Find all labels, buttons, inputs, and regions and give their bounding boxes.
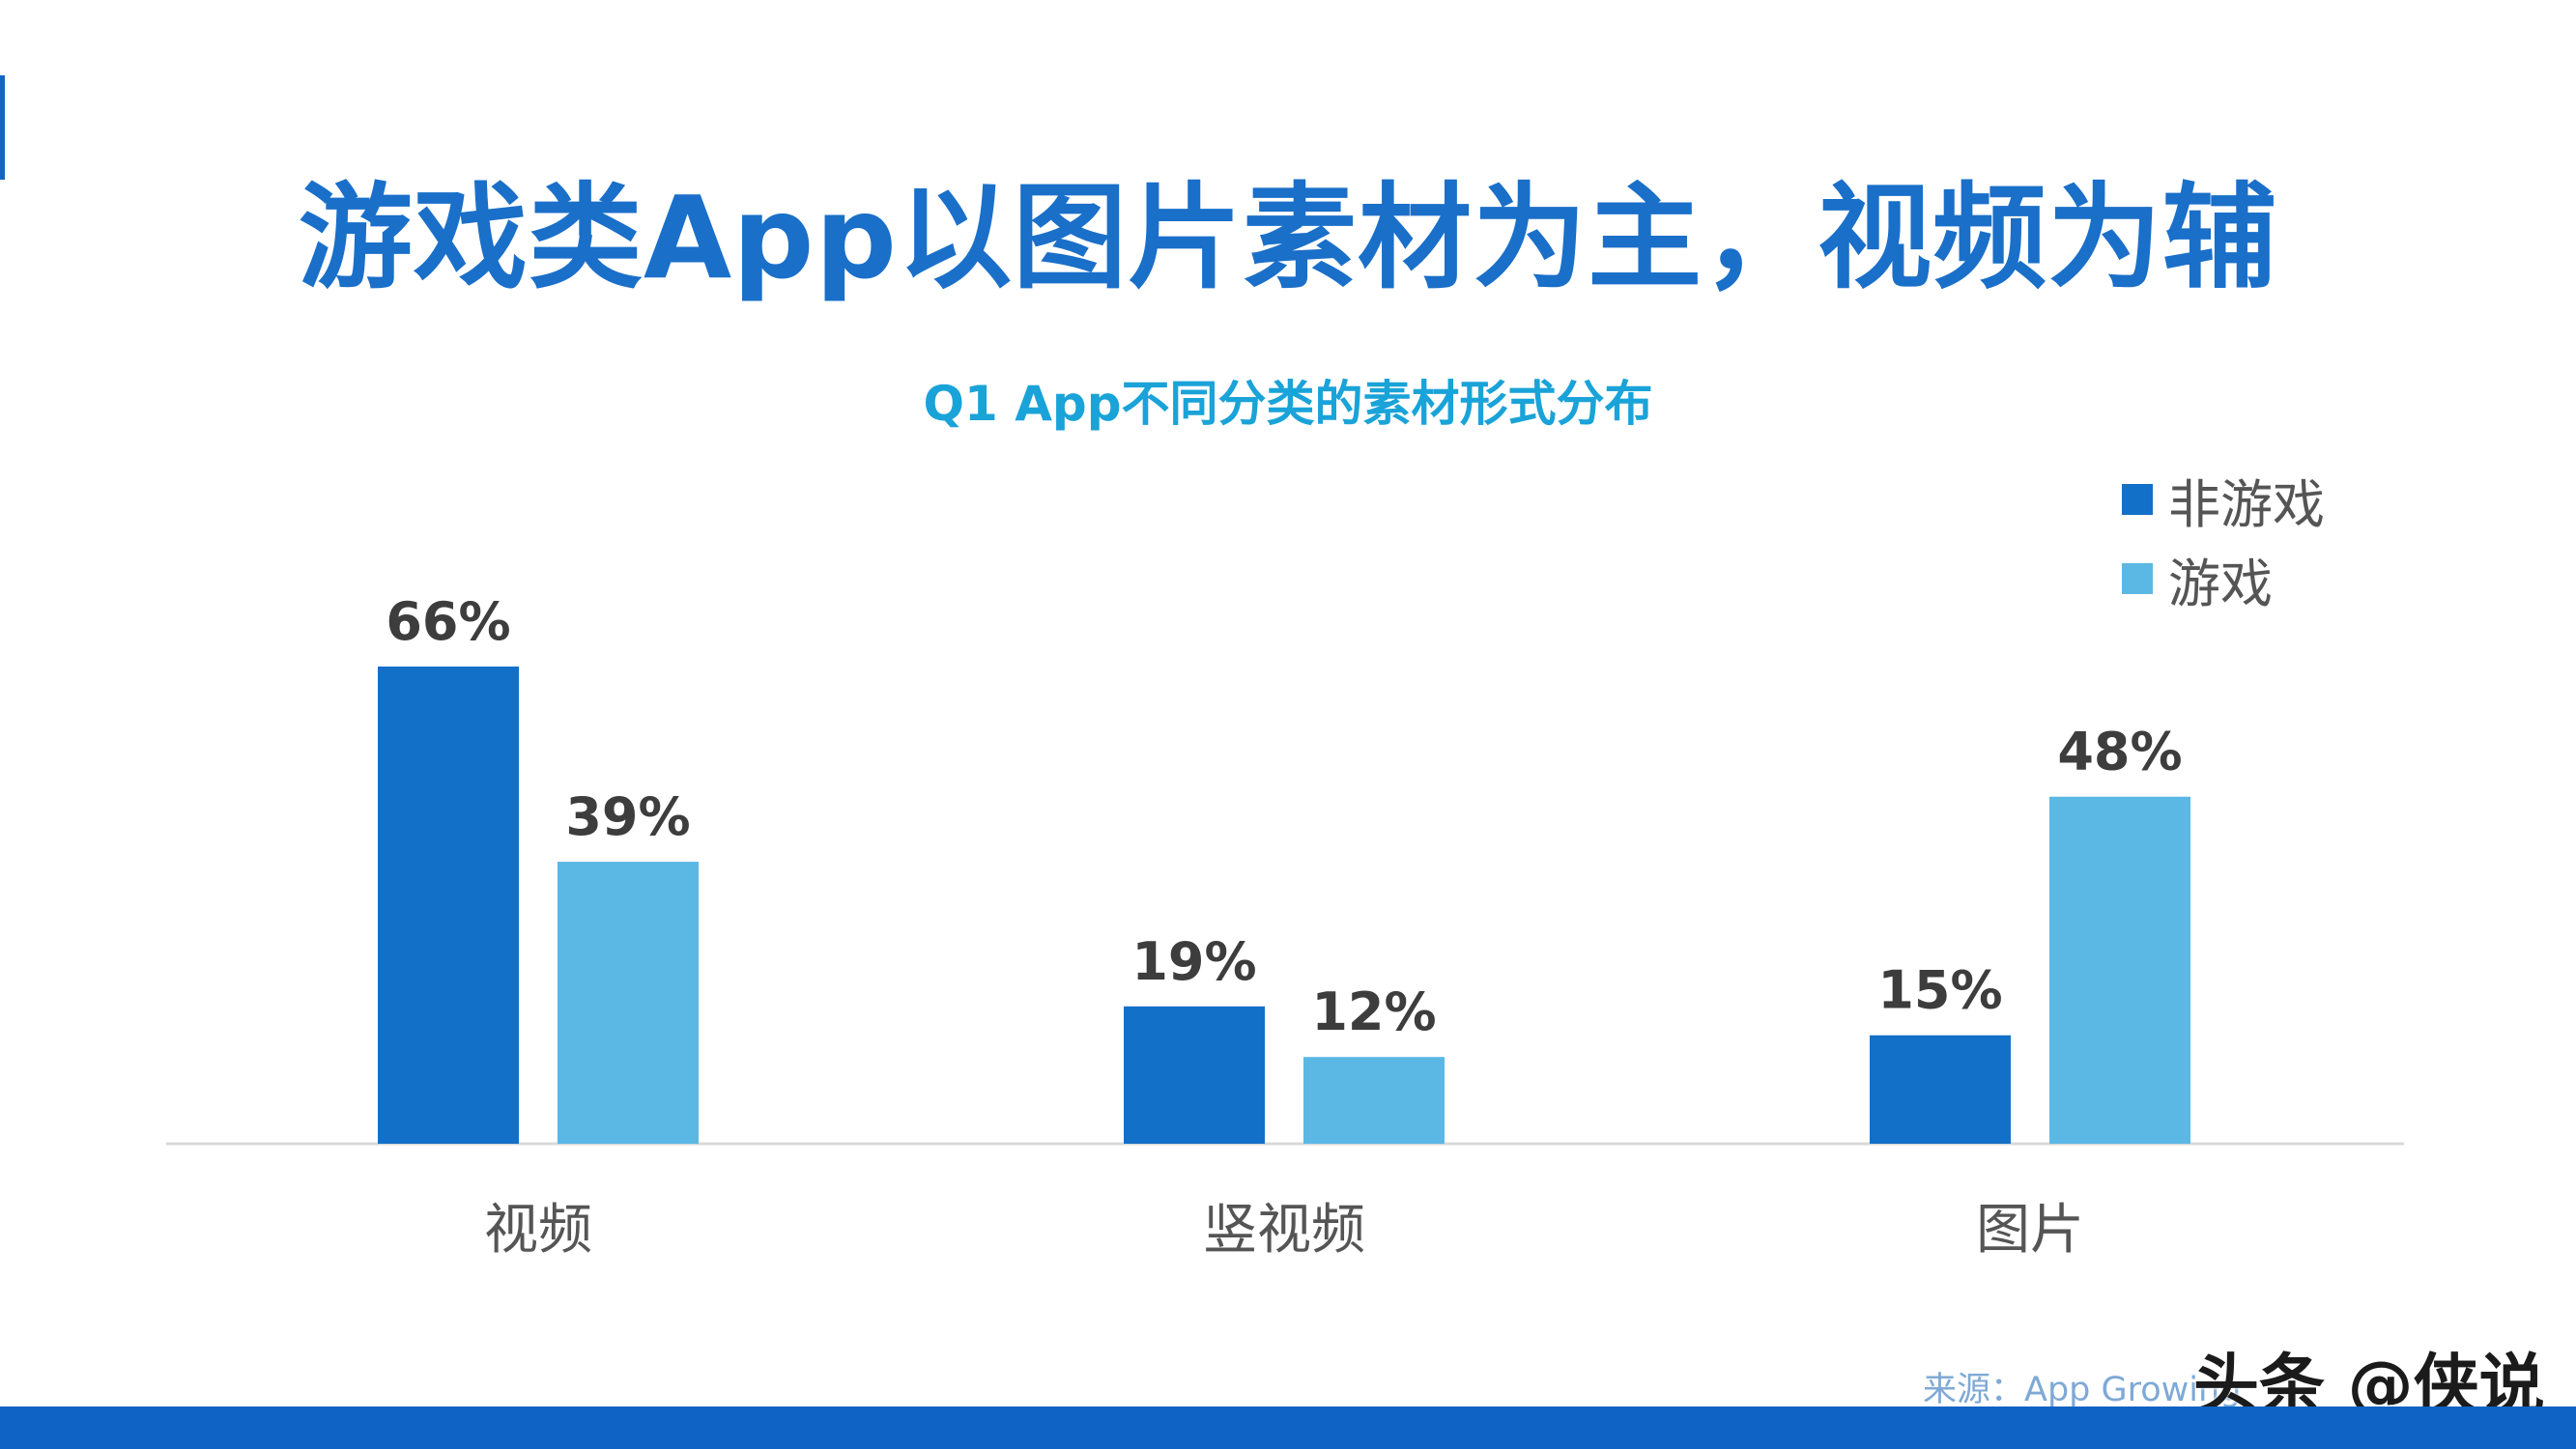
- source-note: 来源：App Growing: [1923, 1371, 2242, 1409]
- bar-non-game-1: [378, 667, 519, 1144]
- legend-label-game: 游戏: [2168, 553, 2273, 614]
- bars-group: 66% 39% 视频 19% 12% 竖视频 15% 48% 图片: [378, 591, 2190, 1262]
- value-label-game-1: 39%: [565, 786, 690, 847]
- left-accent-bar: [0, 75, 5, 180]
- legend-label-non-game: 非游戏: [2168, 473, 2325, 535]
- legend-swatch-game: [2122, 563, 2153, 594]
- bar-non-game-3: [1870, 1035, 2011, 1144]
- value-label-non-game-1: 66%: [386, 591, 510, 652]
- category-label-1: 视频: [484, 1199, 592, 1262]
- bottom-bar: [0, 1406, 2576, 1449]
- chart-title: Q1 App不同分类的素材形式分布: [923, 376, 1653, 432]
- value-label-game-3: 48%: [2057, 722, 2182, 782]
- legend-item-game: 游戏: [2122, 539, 2325, 618]
- value-label-game-2: 12%: [1311, 981, 1436, 1042]
- page-title: 游戏类App以图片素材为主，视频为辅: [298, 171, 2278, 304]
- legend-item-non-game: 非游戏: [2122, 460, 2325, 539]
- category-label-2: 竖视频: [1203, 1199, 1365, 1262]
- bar-non-game-2: [1124, 1006, 1265, 1144]
- bar-game-3: [2049, 796, 2190, 1144]
- bar-game-2: [1303, 1057, 1445, 1144]
- legend-swatch-non-game: [2122, 484, 2153, 515]
- value-label-non-game-2: 19%: [1131, 931, 1256, 992]
- bar-game-1: [558, 862, 699, 1144]
- chart-legend: 非游戏 游戏: [2122, 460, 2325, 618]
- category-label-3: 图片: [1976, 1199, 2084, 1262]
- value-label-non-game-3: 15%: [1877, 960, 2002, 1021]
